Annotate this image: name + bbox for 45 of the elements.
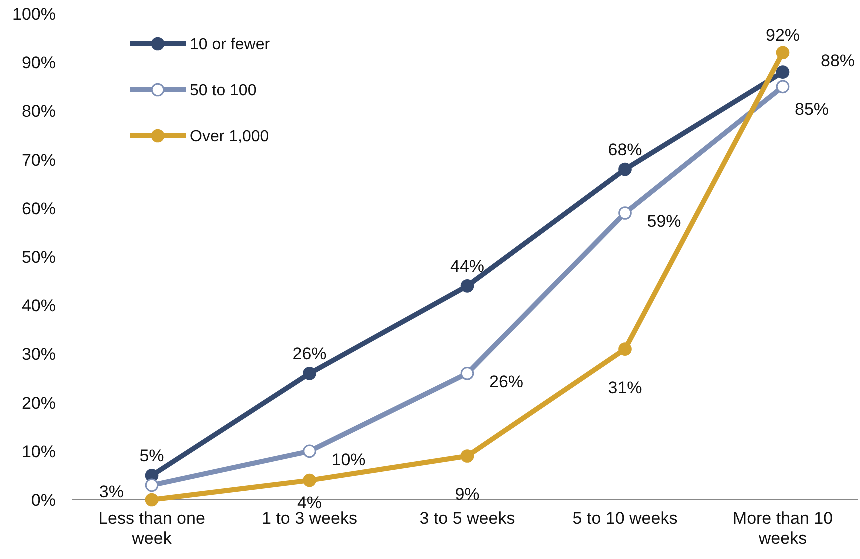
point — [460, 280, 474, 293]
data-label: 26% — [292, 344, 327, 364]
x-tick-label: Less than one week — [98, 509, 206, 548]
y-tick-label: 40% — [22, 296, 56, 316]
point — [776, 66, 790, 79]
y-tick-label: 10% — [22, 442, 56, 462]
point — [776, 46, 790, 60]
point — [303, 366, 316, 380]
y-tick-label: 60% — [22, 199, 56, 218]
data-label: 5% — [140, 446, 164, 466]
point — [303, 474, 316, 488]
y-tick-label: 80% — [22, 102, 56, 122]
point — [145, 493, 159, 507]
point — [145, 478, 159, 492]
data-label: 85% — [795, 100, 830, 119]
point — [618, 162, 632, 176]
point — [460, 366, 474, 380]
data-label: 10% — [332, 450, 366, 470]
data-label: 59% — [647, 212, 682, 232]
data-label: 44% — [450, 257, 485, 276]
x-tick-label: 5 to 10 weeks — [572, 509, 678, 528]
y-tick-label: 0% — [31, 490, 56, 510]
data-label: 92% — [766, 26, 800, 45]
y-tick-label: 90% — [22, 54, 56, 73]
data-label: 9% — [455, 485, 480, 504]
x-tick-label: 3 to 5 weeks — [420, 509, 516, 528]
point — [618, 206, 632, 220]
y-tick-label: 50% — [22, 248, 56, 267]
y-tick-label: 30% — [22, 345, 56, 364]
data-label: 31% — [608, 378, 642, 398]
y-tick-label: 100% — [12, 4, 56, 24]
legend-label: 10 or fewer — [190, 36, 271, 54]
point — [303, 444, 316, 458]
data-label: 68% — [608, 140, 642, 160]
y-tick-label: 20% — [22, 394, 56, 413]
point — [460, 450, 474, 463]
y-tick-label: 70% — [22, 150, 56, 170]
data-label: 3% — [99, 482, 124, 502]
point — [776, 80, 790, 94]
x-tick-label: More than 10 weeks — [732, 509, 834, 548]
legend-label: Over 1,000 — [190, 128, 270, 146]
data-label: 26% — [490, 372, 524, 392]
legend-label: 50 to 100 — [190, 82, 257, 100]
point — [618, 342, 632, 356]
data-label: 88% — [821, 51, 856, 70]
